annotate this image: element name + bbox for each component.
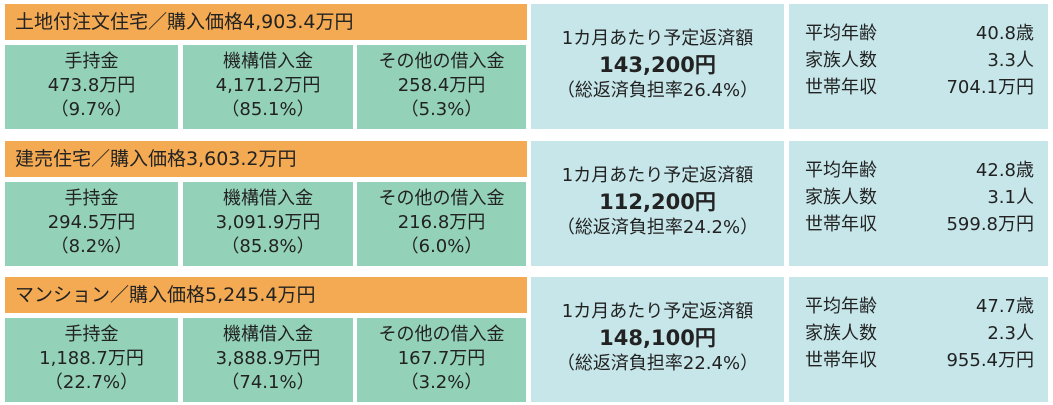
cell-share: （85.1%）: [221, 99, 315, 120]
cell-share: （9.7%）: [50, 99, 133, 120]
funding-cell: 機構借入金 4,171.2万円 （85.1%）: [183, 45, 353, 129]
cell-label: 機構借入金: [223, 51, 313, 72]
cell-label: 機構借入金: [223, 188, 313, 209]
section-title: 建売住宅／購入価格3,603.2万円: [5, 141, 527, 177]
cell-share: （8.2%）: [50, 236, 133, 257]
stat-row: 世帯年収 704.1万円: [805, 74, 1034, 101]
cell-amount: 4,171.2万円: [215, 75, 321, 96]
cell-label: その他の借入金: [378, 188, 505, 209]
cell-share: （74.1%）: [221, 372, 315, 393]
cell-share: （6.0%）: [400, 236, 483, 257]
payment-ratio: （総返済負担率24.2%）: [556, 217, 759, 238]
cell-amount: 473.8万円: [47, 75, 136, 96]
stats-cell: 平均年齢 47.7歳家族人数 2.3人世帯年収 955.4万円: [789, 277, 1048, 402]
funding-cell: 機構借入金 3,888.9万円 （74.1%）: [183, 318, 353, 402]
payment-label: 1カ月あたり予定返済額: [561, 165, 754, 186]
stat-label: 家族人数: [805, 323, 877, 344]
payment-ratio: （総返済負担率22.4%）: [556, 353, 759, 374]
stat-value: 704.1万円: [946, 77, 1034, 98]
funding-cell: その他の借入金 167.7万円 （3.2%）: [357, 318, 526, 402]
funding-cell: 手持金 473.8万円 （9.7%）: [5, 45, 178, 129]
cell-share: （85.8%）: [221, 236, 315, 257]
funding-cell: その他の借入金 258.4万円 （5.3%）: [357, 45, 526, 129]
stat-value: 47.7歳: [975, 296, 1034, 317]
stat-value: 2.3人: [987, 323, 1034, 344]
stat-value: 599.8万円: [946, 214, 1034, 235]
cell-amount: 3,888.9万円: [215, 348, 321, 369]
cell-amount: 258.4万円: [397, 75, 486, 96]
cell-label: 手持金: [64, 324, 119, 345]
stat-value: 3.1人: [987, 187, 1034, 208]
payment-amount: 112,200円: [599, 190, 716, 214]
cell-label: 手持金: [64, 188, 119, 209]
cell-label: その他の借入金: [378, 324, 505, 345]
stat-label: 家族人数: [805, 187, 877, 208]
cell-label: 機構借入金: [223, 324, 313, 345]
cell-share: （22.7%）: [44, 372, 139, 393]
stats-cell: 平均年齢 40.8歳家族人数 3.3人世帯年収 704.1万円: [789, 4, 1048, 129]
cell-label: その他の借入金: [378, 51, 505, 72]
stat-row: 平均年齢 40.8歳: [805, 20, 1034, 47]
cell-amount: 216.8万円: [397, 212, 486, 233]
stat-label: 平均年齢: [805, 296, 877, 317]
payment-label: 1カ月あたり予定返済額: [561, 28, 754, 49]
cell-share: （3.2%）: [400, 372, 483, 393]
funding-cell: 手持金 1,188.7万円 （22.7%）: [5, 318, 178, 402]
payment-amount: 148,100円: [599, 326, 716, 350]
funding-cell: 手持金 294.5万円 （8.2%）: [5, 182, 178, 266]
stat-value: 40.8歳: [975, 23, 1034, 44]
payment-ratio: （総返済負担率26.4%）: [556, 80, 759, 101]
payment-label: 1カ月あたり予定返済額: [561, 301, 754, 322]
cell-amount: 3,091.9万円: [215, 212, 321, 233]
stat-row: 平均年齢 47.7歳: [805, 293, 1034, 320]
stat-row: 家族人数 3.3人: [805, 47, 1034, 74]
stat-row: 世帯年収 599.8万円: [805, 211, 1034, 238]
stat-row: 家族人数 2.3人: [805, 320, 1034, 347]
stat-label: 世帯年収: [805, 350, 877, 371]
payment-amount: 143,200円: [599, 53, 716, 77]
stat-label: 世帯年収: [805, 77, 877, 98]
cell-amount: 167.7万円: [397, 348, 486, 369]
funding-cell: その他の借入金 216.8万円 （6.0%）: [357, 182, 526, 266]
cell-label: 手持金: [64, 51, 119, 72]
payment-cell: 1カ月あたり予定返済額 112,200円 （総返済負担率24.2%）: [531, 141, 784, 266]
stat-row: 世帯年収 955.4万円: [805, 347, 1034, 374]
section-title: マンション／購入価格5,245.4万円: [5, 277, 527, 313]
stat-value: 42.8歳: [975, 160, 1034, 181]
stat-value: 955.4万円: [946, 350, 1034, 371]
stat-label: 世帯年収: [805, 214, 877, 235]
stat-label: 家族人数: [805, 50, 877, 71]
stat-row: 平均年齢 42.8歳: [805, 157, 1034, 184]
payment-cell: 1カ月あたり予定返済額 148,100円 （総返済負担率22.4%）: [531, 277, 784, 402]
stat-label: 平均年齢: [805, 23, 877, 44]
stats-cell: 平均年齢 42.8歳家族人数 3.1人世帯年収 599.8万円: [789, 141, 1048, 266]
cell-amount: 1,188.7万円: [39, 348, 144, 369]
stat-label: 平均年齢: [805, 160, 877, 181]
payment-cell: 1カ月あたり予定返済額 143,200円 （総返済負担率26.4%）: [531, 4, 784, 129]
stat-row: 家族人数 3.1人: [805, 184, 1034, 211]
section-title: 土地付注文住宅／購入価格4,903.4万円: [5, 4, 527, 40]
cell-share: （5.3%）: [400, 99, 483, 120]
funding-cell: 機構借入金 3,091.9万円 （85.8%）: [183, 182, 353, 266]
cell-amount: 294.5万円: [47, 212, 136, 233]
stat-value: 3.3人: [987, 50, 1034, 71]
